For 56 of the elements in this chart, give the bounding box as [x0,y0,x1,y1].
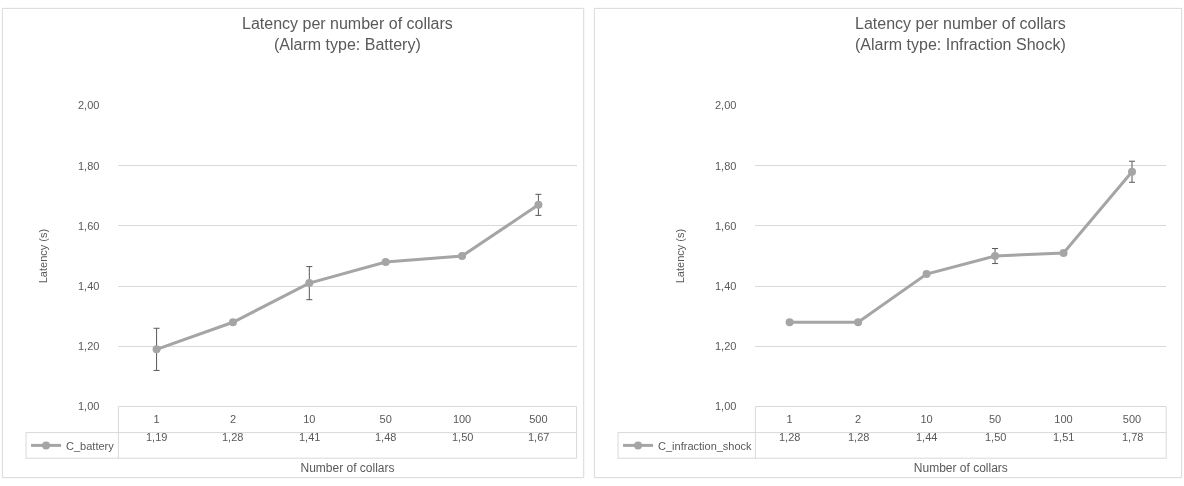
x-tick-label: 1 [153,412,160,425]
y-tick-label: 1,20 [714,340,737,353]
chart-title: Latency per number of collars (Alarm type: Infraction Shock) [855,15,1066,53]
data-label: 1,51 [1053,431,1075,443]
y-tick-label: 1,20 [77,340,100,353]
point [152,345,161,354]
x-tick-label: 500 [1122,412,1142,425]
point [922,270,931,279]
legend-label: C_battery [66,439,115,452]
data-label: 1,28 [848,431,870,443]
y-tick-label: 1,00 [714,400,737,413]
point [458,252,467,261]
x-axis-title: Number of collars [913,461,1008,476]
y-tick-label: 2,00 [714,99,737,112]
point [854,318,863,327]
data-label: 1,67 [528,431,550,443]
data-label: 1,50 [452,431,474,443]
data-label: 1,50 [985,431,1007,443]
x-tick-label: 10 [920,412,933,425]
data-label: 1,48 [375,431,397,443]
point [1059,249,1068,258]
point [381,258,390,267]
x-tick-label: 100 [1054,412,1073,425]
point [785,318,794,327]
point [991,252,1000,261]
point [1128,167,1136,176]
point [534,200,543,209]
x-axis-title: Number of collars [300,461,395,476]
y-tick-label: 1,60 [714,219,737,232]
x-tick-label: 500 [529,412,548,425]
chart-title: Latency per number of collars (Alarm type: Battery) [242,15,453,53]
x-tick-label: 50 [379,412,392,425]
y-tick-label: 1,40 [77,279,100,292]
x-tick-label: 2 [229,412,237,425]
data-label: 1,28 [779,431,801,443]
y-tick-label: 1,60 [77,219,100,232]
x-tick-label: 2 [855,412,862,425]
y-axis-title: Latency (s) [673,228,686,284]
data-label: 1,44 [916,431,938,443]
x-tick-label: 100 [452,412,472,425]
y-tick-label: 1,80 [77,159,100,172]
x-tick-label: 50 [988,412,1002,425]
y-tick-label: 1,40 [714,279,737,292]
legend-label: C_infraction_shock [658,439,753,452]
data-label: 1,28 [222,431,244,443]
y-tick-label: 1,00 [77,400,100,413]
data-label: 1,41 [299,431,321,443]
data-label: 1,19 [146,431,168,443]
y-axis-title: Latency (s) [36,228,49,284]
point [228,318,237,327]
y-tick-label: 2,00 [77,99,100,112]
y-tick-label: 1,80 [714,159,737,172]
x-tick-label: 10 [303,412,316,425]
x-tick-label: 1 [786,412,793,425]
point [305,279,314,288]
data-label: 1,78 [1122,431,1144,443]
